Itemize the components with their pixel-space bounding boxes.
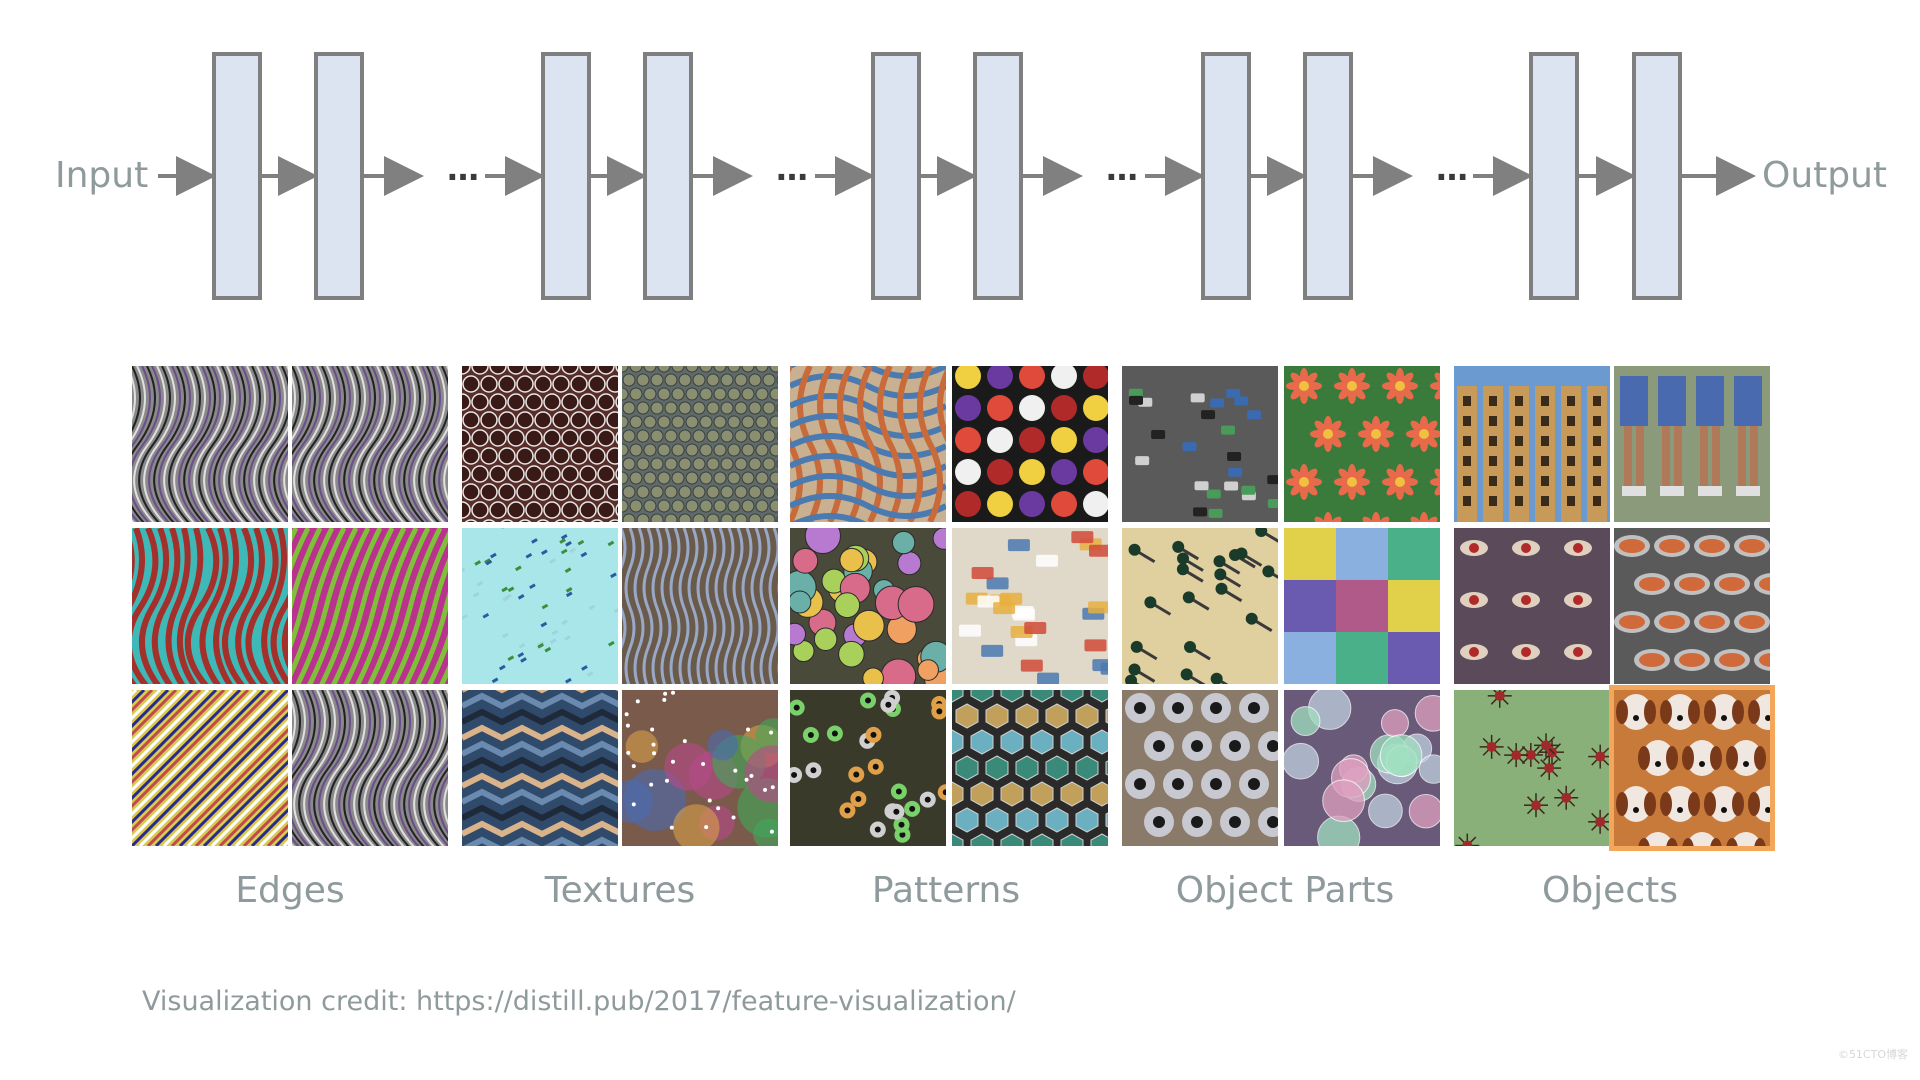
layer-edges-a — [212, 52, 262, 300]
layer-textures-b — [643, 52, 693, 300]
layer-patterns-b — [973, 52, 1023, 300]
tile-edges-5 — [132, 690, 288, 846]
tile-parts-2 — [1284, 366, 1440, 522]
tile-parts-5 — [1122, 690, 1278, 846]
tile-textures-2 — [622, 366, 778, 522]
tile-patterns-6 — [952, 690, 1108, 846]
tile-edges-3 — [132, 528, 288, 684]
caption-textures: Textures — [544, 870, 696, 911]
tile-patterns-2 — [952, 366, 1108, 522]
caption-object-parts: Object Parts — [1175, 870, 1395, 911]
watermark: ©51CTO博客 — [1837, 1048, 1908, 1061]
tile-edges-4 — [292, 528, 448, 684]
layer-edges-b — [314, 52, 364, 300]
layer-textures-a — [541, 52, 591, 300]
tile-edges-1 — [132, 366, 288, 522]
layer-parts-b — [1303, 52, 1353, 300]
caption-objects: Objects — [1541, 870, 1678, 911]
output-label: Output — [1762, 155, 1888, 196]
tile-objects-6 — [1609, 685, 1775, 851]
tile-patterns-4 — [952, 528, 1108, 684]
tile-objects-4 — [1614, 528, 1770, 684]
caption-edges: Edges — [235, 870, 345, 911]
tile-textures-1 — [462, 366, 618, 522]
tile-parts-3 — [1122, 528, 1278, 684]
network-diagram — [158, 52, 1756, 300]
tile-patterns-5 — [790, 690, 946, 846]
caption-patterns: Patterns — [871, 870, 1021, 911]
tile-objects-3 — [1454, 528, 1610, 684]
tile-textures-6 — [622, 690, 778, 846]
visualization-credit: Visualization credit: https://distill.pu… — [142, 986, 1016, 1017]
layer-objects-b — [1632, 52, 1682, 300]
tile-patterns-1 — [790, 366, 946, 522]
layer-patterns-a — [871, 52, 921, 300]
tile-parts-4 — [1284, 528, 1440, 684]
tile-edges-6 — [292, 690, 448, 846]
input-label: Input — [55, 155, 149, 196]
layer-parts-a — [1201, 52, 1251, 300]
tile-edges-2 — [292, 366, 448, 522]
tile-objects-2 — [1614, 366, 1770, 522]
ellipsis-4: … — [1436, 150, 1468, 188]
tile-textures-4 — [622, 528, 778, 684]
ellipsis-2: … — [776, 150, 808, 188]
tile-objects-5 — [1454, 690, 1610, 846]
tile-parts-1 — [1122, 366, 1278, 522]
tile-objects-1 — [1454, 366, 1610, 522]
ellipsis-3: … — [1106, 150, 1138, 188]
layer-objects-a — [1529, 52, 1579, 300]
tile-parts-6 — [1284, 690, 1440, 846]
tile-textures-3 — [462, 528, 618, 684]
tile-patterns-3 — [790, 528, 946, 684]
ellipsis-1: … — [447, 150, 479, 188]
tile-textures-5 — [462, 690, 618, 846]
